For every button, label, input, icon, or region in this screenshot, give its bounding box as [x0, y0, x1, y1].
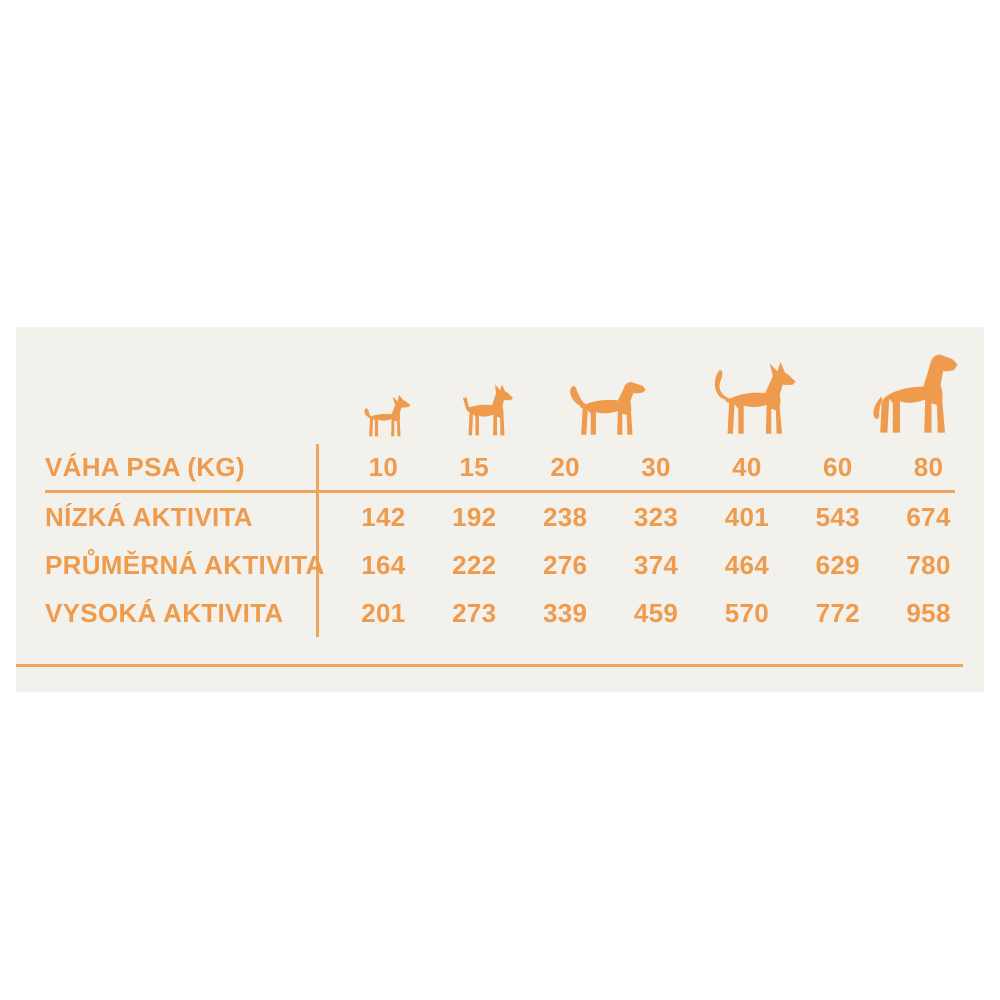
table-cell: 958 [906, 597, 951, 628]
chihuahua-icon [364, 394, 411, 437]
table-cell: 570 [724, 597, 769, 628]
table-cell: 276 [542, 549, 588, 580]
column-header-weight-30: 30 [591, 444, 683, 493]
row-label-average-activity: PRŮMĚRNÁ AKTIVITA [45, 541, 324, 589]
table-cell: 674 [906, 501, 951, 532]
table-cell: 772 [815, 597, 860, 628]
table-cell: 464 [724, 549, 769, 580]
table-cell: 201 [361, 597, 406, 628]
column-header-weight-80: 80 [864, 444, 955, 493]
column-header-weight-15: 15 [409, 444, 501, 493]
feeding-table: VÁHA PSA (KG) 10 15 20 30 40 60 80 NÍZKÁ… [45, 444, 955, 637]
table-cell: 222 [452, 549, 497, 580]
column-header-weight-60: 60 [773, 444, 865, 493]
great-dane-icon [873, 354, 958, 433]
dog-size-icons-row [16, 327, 984, 444]
feeding-table-panel: VÁHA PSA (KG) 10 15 20 30 40 60 80 NÍZKÁ… [16, 327, 984, 692]
table-cell: 164 [361, 549, 406, 580]
table-cell: 192 [452, 501, 497, 532]
beagle-icon [570, 381, 646, 435]
table-cell: 543 [815, 501, 860, 532]
table-cell: 629 [815, 549, 860, 580]
table-cell: 780 [906, 549, 951, 580]
row-label-high-activity: VYSOKÁ AKTIVITA [45, 589, 319, 637]
column-header-weight-40: 40 [682, 444, 774, 493]
table-cell: 459 [633, 597, 679, 628]
table-header-weight-label: VÁHA PSA (KG) [45, 444, 319, 493]
table-cell: 401 [724, 501, 769, 532]
row-label-low-activity: NÍZKÁ AKTIVITA [45, 493, 319, 541]
table-cell: 323 [633, 501, 679, 532]
table-cell: 273 [452, 597, 497, 628]
table-cell: 238 [542, 501, 588, 532]
bottom-divider-line [16, 664, 963, 667]
table-cell: 339 [542, 597, 588, 628]
table-cell: 142 [361, 501, 406, 532]
column-header-weight-20: 20 [500, 444, 592, 493]
pharaoh-hound-icon [714, 362, 796, 434]
boxer-icon [463, 384, 513, 436]
column-header-weight-10: 10 [319, 444, 410, 493]
table-cell: 374 [633, 549, 679, 580]
